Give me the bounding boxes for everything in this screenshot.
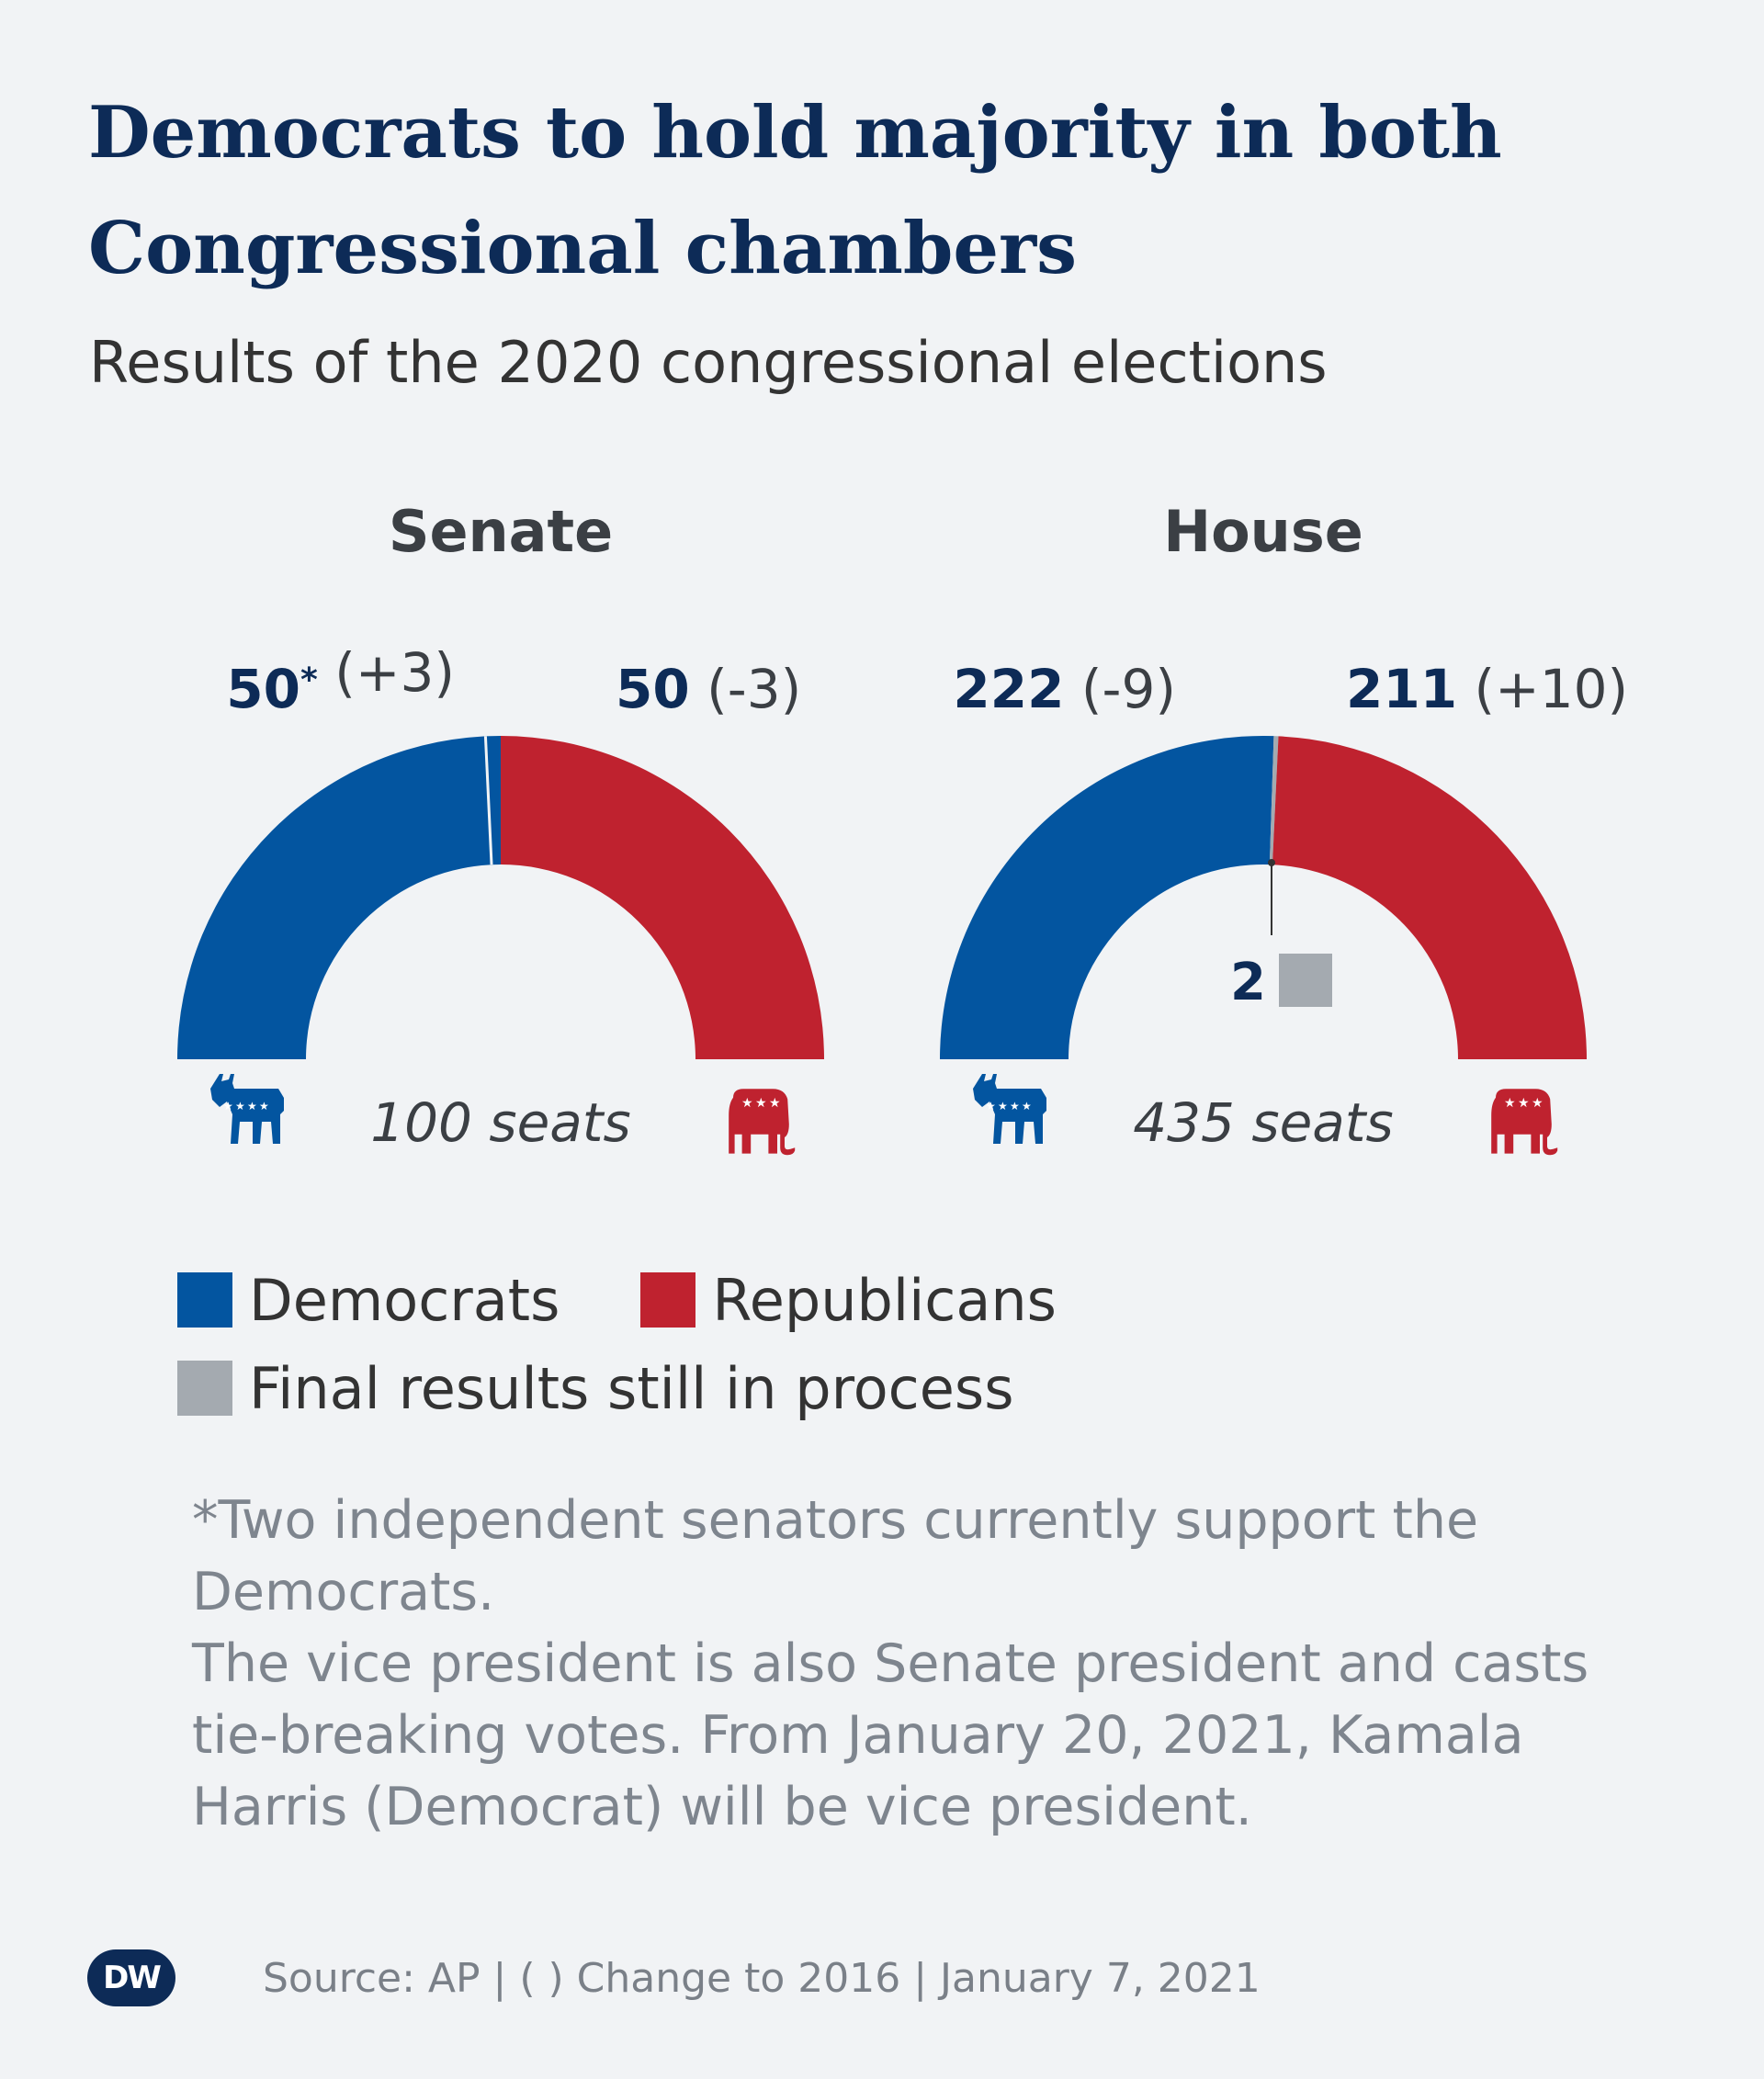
senate-donkey-star: ★	[259, 1100, 269, 1113]
house-elephant-star: ★	[1504, 1096, 1516, 1111]
legend-label-republicans: Republicans	[712, 1266, 1057, 1334]
house-slice-pending	[1269, 736, 1279, 865]
house-pending-value: 2	[1230, 953, 1266, 1012]
house-elephant-star: ★	[1518, 1096, 1530, 1111]
senate-elephant-star: ★	[769, 1096, 781, 1111]
senate-elephant-star: ★	[755, 1096, 767, 1111]
house-republicans-value: 211 (+10)	[1346, 658, 1628, 720]
senate-donkey-star: ★	[223, 1100, 233, 1113]
senate-elephant-star: ★	[741, 1096, 753, 1111]
senate-slice-republicans	[501, 736, 824, 1059]
pending-marker	[1279, 954, 1332, 1007]
legend-item-republicans: Republicans	[640, 1267, 1057, 1334]
house-elephant-star: ★	[1532, 1096, 1544, 1111]
legend: Democrats Republicans Final results stil…	[177, 1263, 1137, 1440]
chart-subtitle: Results of the 2020 congressional electi…	[89, 329, 1328, 396]
senate-slice-democrats	[177, 736, 501, 1059]
footnote: *Two independent senators currently supp…	[192, 1485, 1625, 1843]
footer: DW Source: AP | ( ) Change to 2016 | Jan…	[87, 1946, 1261, 2010]
senate-donkey-star: ★	[235, 1100, 245, 1113]
source-line: Source: AP | ( ) Change to 2016 | Januar…	[263, 1954, 1261, 2002]
senate-independents-divider	[483, 736, 493, 865]
legend-item-pending: Final results still in process	[177, 1355, 1014, 1422]
house-heading: House	[1163, 498, 1363, 565]
legend-item-democrats: Democrats	[177, 1267, 560, 1334]
chart-title: Democrats to hold majority in both Congr…	[88, 91, 1502, 290]
house-seats-total: 435 seats	[1133, 1091, 1394, 1154]
house-donkey-star: ★	[986, 1100, 996, 1113]
senate-donkey-star: ★	[247, 1100, 257, 1113]
legend-swatch-pending	[177, 1361, 232, 1416]
house-slice-republicans	[1272, 736, 1587, 1059]
house-donkey-star: ★	[1022, 1100, 1032, 1113]
footnote-vice-president: The vice president is also Senate presid…	[192, 1633, 1589, 1837]
house-slice-democrats	[940, 735, 1274, 1059]
footnote-independents: *Two independent senators currently supp…	[192, 1490, 1479, 1622]
senate-heading: Senate	[389, 498, 613, 565]
legend-swatch-republicans	[640, 1272, 696, 1328]
house-democrats-value: 222 (-9)	[953, 658, 1176, 720]
house-donkey-star: ★	[998, 1100, 1008, 1113]
senate-seats-total: 100 seats	[370, 1091, 631, 1154]
senate-democrats-value: 50* (+3)	[226, 641, 455, 720]
legend-swatch-democrats	[177, 1272, 232, 1328]
legend-label-pending: Final results still in process	[249, 1354, 1014, 1422]
senate-republicans-value: 50 (-3)	[616, 658, 801, 720]
dw-logo: DW	[87, 1949, 175, 2006]
legend-label-democrats: Democrats	[249, 1266, 560, 1334]
house-donkey-star: ★	[1010, 1100, 1020, 1113]
pending-leader-dot	[1268, 859, 1275, 866]
